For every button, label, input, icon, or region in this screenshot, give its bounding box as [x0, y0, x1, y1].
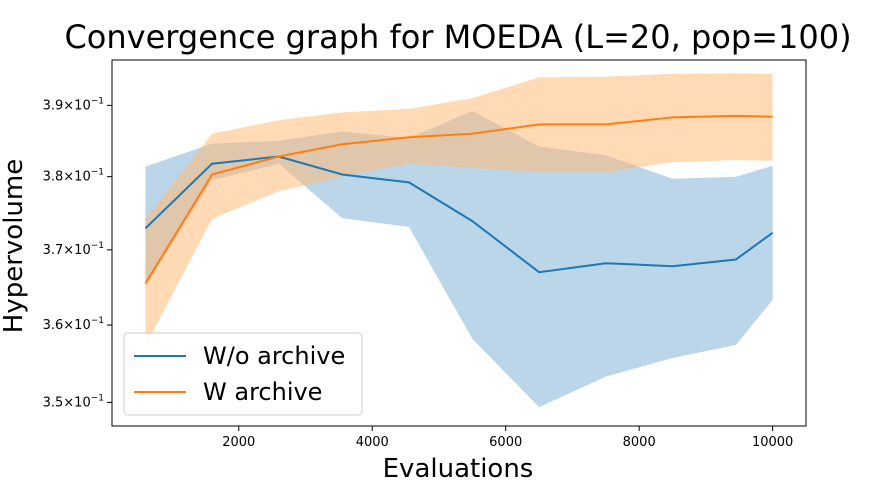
- y-tick-base: 3.7×10: [43, 243, 91, 258]
- y-tick-label: 3.8×10−1: [43, 168, 104, 185]
- x-tick-label: 8000: [623, 435, 656, 450]
- x-axis-label: Evaluations: [383, 454, 534, 480]
- y-tick-exponent: −1: [91, 168, 104, 178]
- y-tick-exponent: −1: [91, 96, 104, 106]
- y-tick-base: 3.5×10: [43, 395, 91, 410]
- y-tick-exponent: −1: [91, 316, 104, 326]
- y-tick-label: 3.6×10−1: [43, 316, 104, 333]
- plot-frame: [111, 59, 807, 427]
- legend: W/o archive W archive: [123, 332, 363, 416]
- series-lines: [144, 114, 774, 284]
- legend-label-1: W/o archive: [203, 342, 345, 370]
- y-tick-label: 3.7×10−1: [43, 241, 104, 258]
- x-axis-ticks: 2000 4000 6000 8000 10000: [222, 426, 793, 450]
- y-tick-base: 3.8×10: [43, 170, 91, 185]
- line-series-2: [144, 114, 773, 284]
- legend-label-2: W archive: [203, 378, 322, 406]
- y-tick-exponent: −1: [91, 241, 104, 251]
- confidence-bands: [145, 73, 773, 408]
- y-axis-label: Hypervolume: [0, 159, 29, 333]
- band-series-1: [145, 111, 773, 408]
- x-tick-label: 10000: [752, 435, 793, 450]
- y-tick-exponent: −1: [91, 393, 104, 403]
- x-tick-label: 4000: [356, 435, 389, 450]
- x-tick-label: 6000: [489, 435, 522, 450]
- legend-box: [123, 332, 363, 416]
- x-tick-label: 2000: [222, 435, 255, 450]
- band-series-2: [145, 73, 773, 346]
- y-tick-label: 3.5×10−1: [43, 393, 104, 410]
- chart-title: Convergence graph for MOEDA (L=20, pop=1…: [64, 18, 851, 56]
- line-series-1: [144, 155, 774, 274]
- y-axis-ticks: 3.5×10−13.6×10−13.7×10−13.8×10−13.9×10−1: [43, 96, 112, 410]
- y-tick-base: 3.9×10: [43, 98, 91, 113]
- y-tick-base: 3.6×10: [43, 318, 91, 333]
- y-tick-label: 3.9×10−1: [43, 96, 104, 113]
